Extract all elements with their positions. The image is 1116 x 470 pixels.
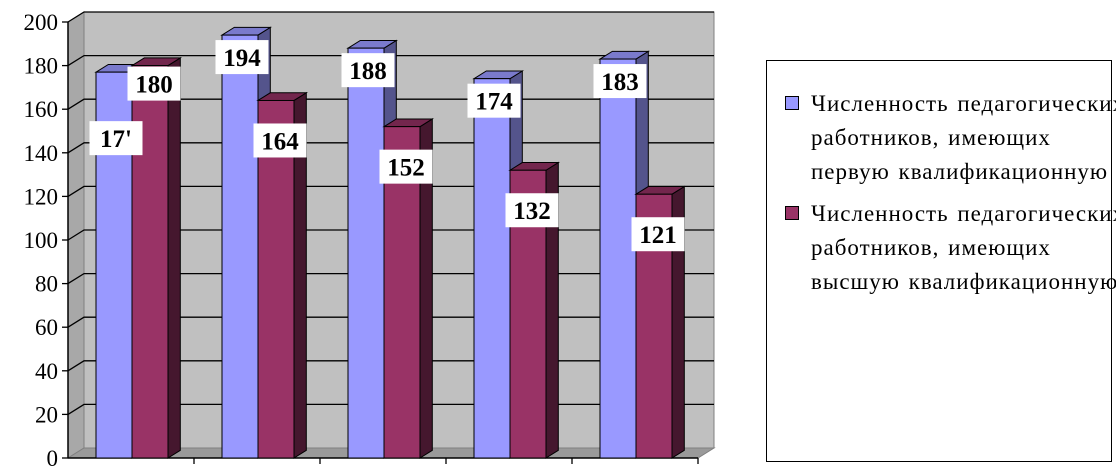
y-tick-label: 80	[35, 272, 58, 297]
data-label-box	[379, 149, 433, 184]
data-label-first-2017: 194	[215, 40, 269, 75]
legend-label-series-1: Численность педагогических работников, и…	[811, 91, 1116, 184]
data-label-text: 188	[349, 58, 387, 85]
data-label-text: 132	[513, 198, 551, 225]
bar-front	[347, 47, 385, 459]
gridline	[67, 11, 714, 23]
data-label-box	[215, 40, 269, 75]
data-label-text: 164	[261, 128, 299, 155]
x-tick-label: 2018	[364, 468, 418, 470]
data-label-box	[253, 123, 307, 158]
y-tick-label: 0	[47, 446, 59, 470]
data-label-text: 183	[601, 69, 639, 96]
data-label-first-2020: 183	[593, 64, 647, 99]
y-tick-label: 20	[35, 402, 58, 427]
data-label-box	[593, 64, 647, 99]
y-tick-label: 40	[35, 359, 58, 384]
bar-front	[599, 58, 637, 459]
legend-swatch-series-1	[785, 96, 799, 110]
legend: Численность педагогических работников, и…	[766, 60, 1116, 462]
data-label-highest-2018: 152	[379, 149, 433, 184]
bar-front	[257, 99, 295, 459]
data-label-text: 17'	[100, 126, 132, 153]
bar-front	[473, 78, 511, 459]
data-label-text: 194	[223, 45, 261, 72]
data-labels: 17'180 194 164 188 152 174 132 183 121	[89, 40, 685, 252]
data-label-box	[127, 66, 181, 101]
data-label-highest-2017: 164	[253, 123, 307, 158]
data-label-highest-2019: 132	[505, 193, 559, 228]
x-tick-label: 2016	[112, 468, 166, 470]
data-label-box	[467, 83, 521, 118]
bar-side	[167, 57, 181, 459]
legend-swatch-series-2	[785, 206, 799, 220]
legend-item-series-1: Численность педагогических работников, и…	[785, 87, 1116, 189]
bars	[94, 26, 687, 459]
y-tick-label: 180	[24, 54, 59, 79]
x-tick-label: 2017	[238, 468, 292, 470]
y-tick-label: 60	[35, 315, 58, 340]
data-label-highest-2020: 121	[631, 217, 685, 252]
legend-item-series-2: Численность педагогических работников, и…	[785, 197, 1116, 299]
gridline	[67, 54, 714, 67]
data-label-first-2016: 17'	[89, 121, 143, 156]
bar-highest-category-2016	[130, 57, 183, 459]
data-label-text: 152	[387, 155, 425, 182]
tick-labels: 0 20 40 60 80 100 120 140 160 180 200 2016 2017 2018 2…	[24, 10, 699, 470]
y-tick-label: 120	[24, 184, 59, 209]
bar-front	[131, 65, 169, 459]
data-label-text: 180	[135, 72, 173, 99]
data-label-first-2019: 174	[467, 83, 521, 118]
y-tick-label: 160	[24, 97, 59, 122]
x-tick-label: 2020	[616, 468, 670, 470]
data-label-box	[505, 193, 559, 228]
x-tick-label: 2019	[490, 468, 544, 470]
data-label-text: 121	[639, 222, 677, 249]
data-label-box	[89, 121, 143, 156]
legend-label-series-2: Численность педагогических работников, и…	[811, 201, 1116, 294]
y-tick-label: 100	[24, 228, 59, 253]
bar-highest-category-2017	[256, 91, 309, 459]
data-label-first-2018: 188	[341, 53, 395, 88]
y-tick-label: 200	[24, 10, 59, 35]
data-label-text: 174	[475, 89, 513, 116]
bar-front	[221, 34, 259, 459]
data-label-box	[341, 53, 395, 88]
y-tick-label: 140	[24, 141, 59, 166]
data-label-highest-2016: 180	[127, 66, 181, 101]
data-label-box	[631, 217, 685, 252]
